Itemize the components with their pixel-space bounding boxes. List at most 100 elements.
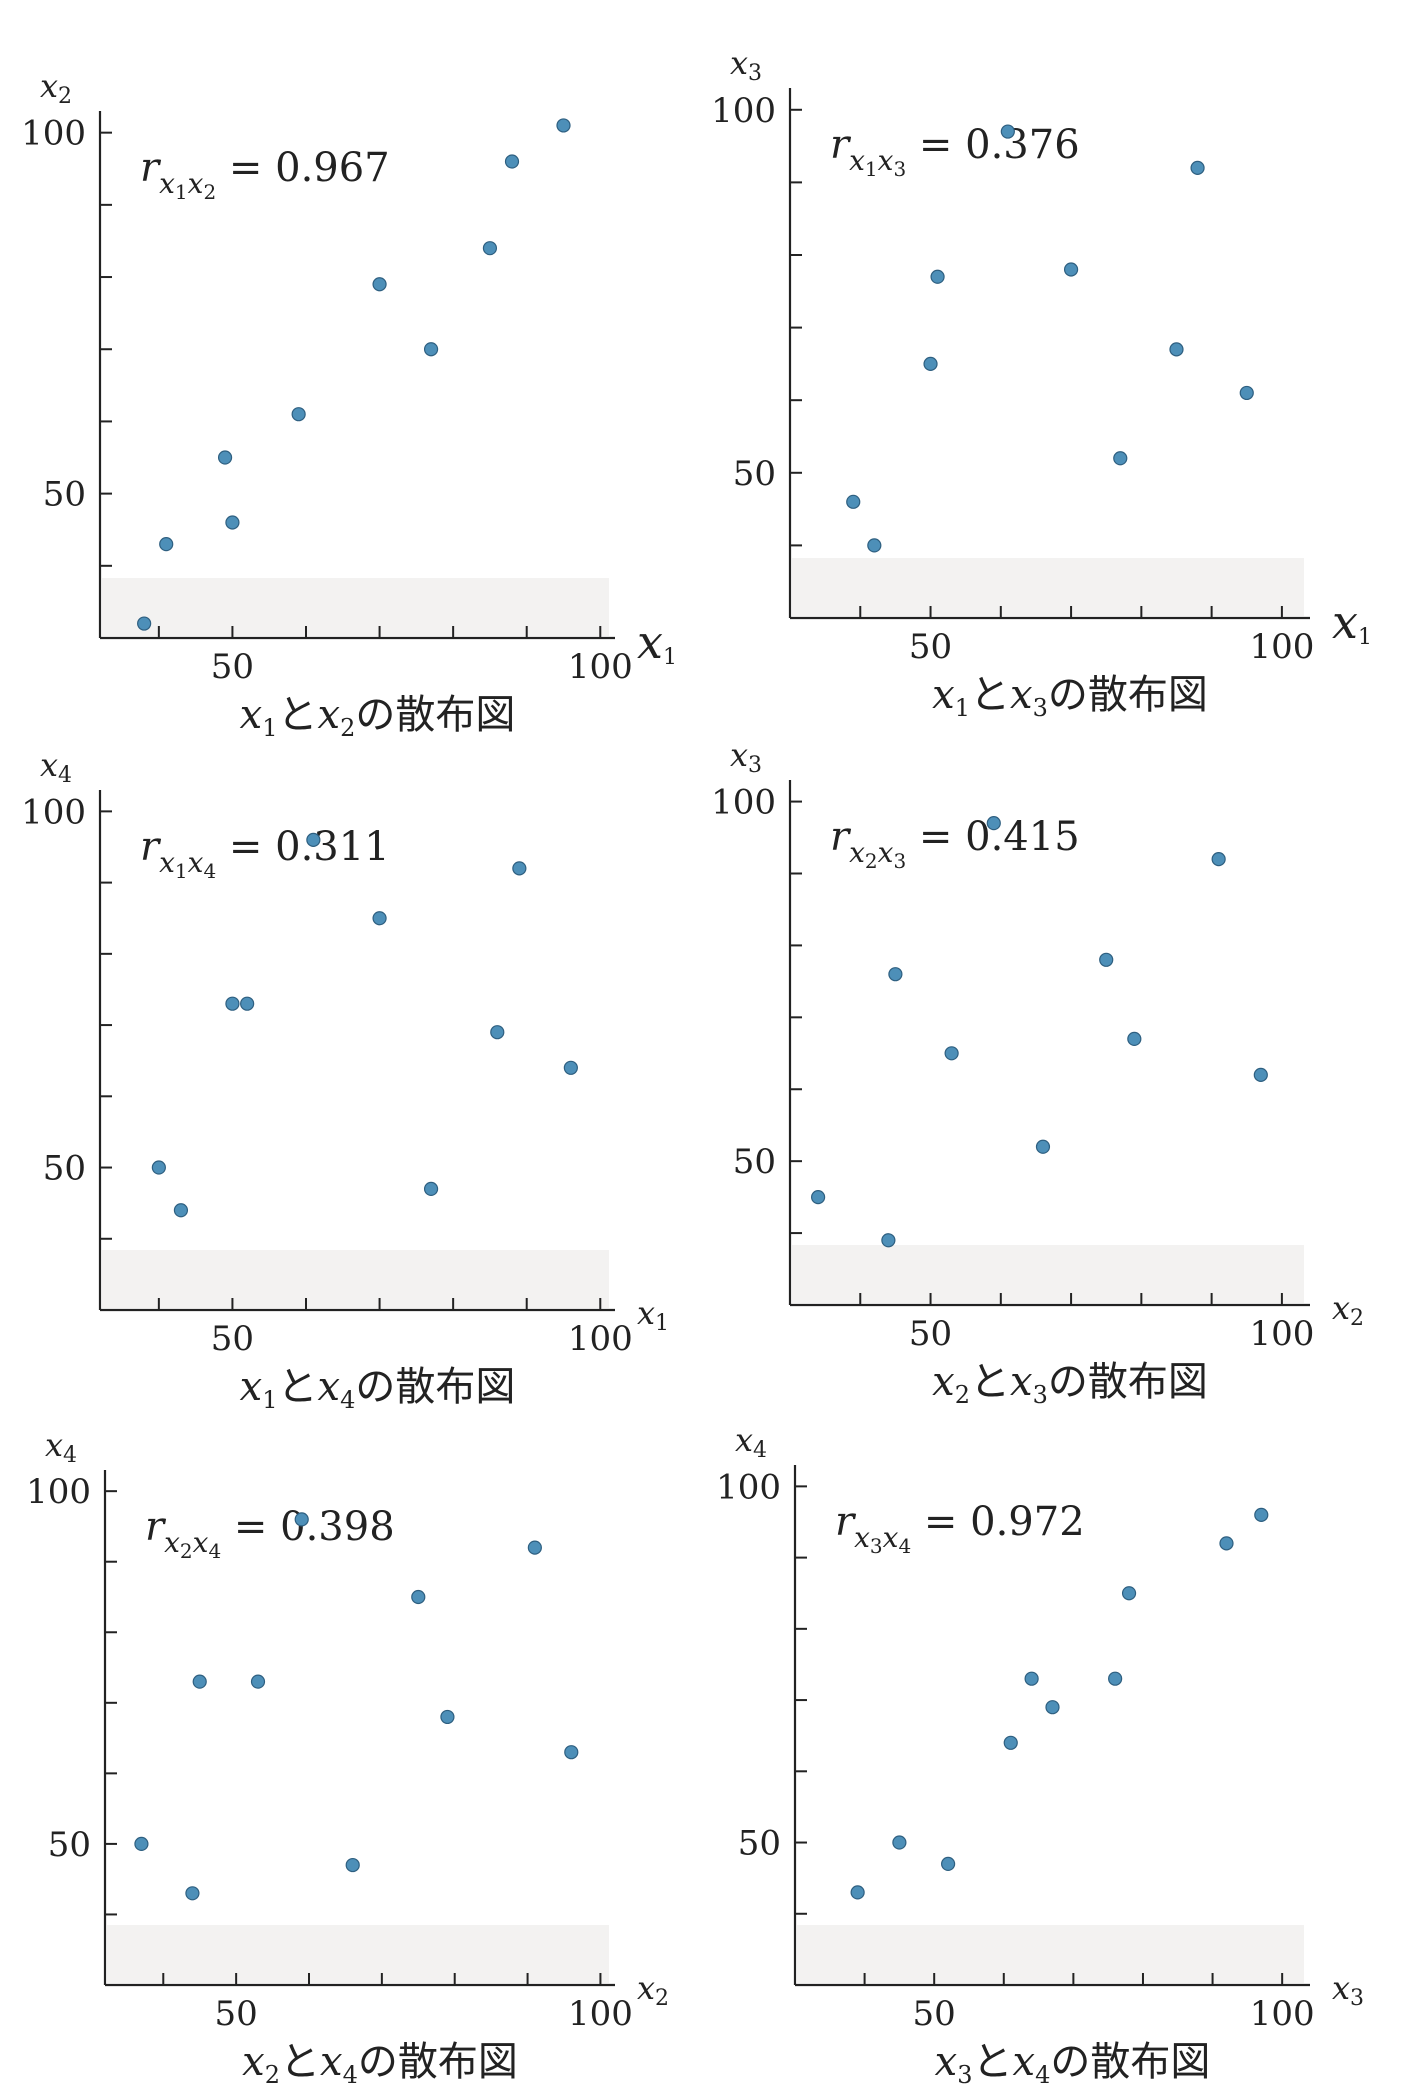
data-point <box>1253 1067 1268 1082</box>
panel-shading <box>107 1925 609 1983</box>
data-point <box>930 269 945 284</box>
data-point <box>423 1181 439 1197</box>
x-axis-label: x1 <box>637 615 677 670</box>
data-point <box>1169 342 1184 357</box>
data-point <box>1108 1671 1123 1686</box>
x-tick-label: 50 <box>215 1994 258 2034</box>
data-point <box>504 154 520 169</box>
data-point <box>482 241 498 256</box>
chart-caption: x1とx2の散布図 <box>240 692 516 742</box>
panel-shading <box>102 578 609 636</box>
data-point <box>941 1856 956 1872</box>
data-point <box>1099 952 1114 967</box>
x-tick-label: 100 <box>1250 1994 1315 2034</box>
data-point <box>527 1540 542 1555</box>
data-point <box>850 1885 865 1900</box>
x-tick-label: 50 <box>909 627 952 667</box>
y-tick-label: 50 <box>43 475 86 515</box>
data-point <box>556 118 571 133</box>
data-point <box>1219 1536 1234 1551</box>
data-point <box>250 1674 266 1689</box>
data-point <box>1024 1671 1039 1686</box>
data-point <box>1003 1735 1018 1750</box>
correlation-label: rx2x4 = 0.398 <box>145 1504 395 1563</box>
data-point <box>345 1857 360 1873</box>
chart-caption: x1とx4の散布図 <box>240 1364 516 1414</box>
data-point <box>134 1836 149 1852</box>
x-tick-label: 50 <box>913 1994 956 2034</box>
data-point <box>225 515 240 530</box>
data-point <box>1190 160 1205 175</box>
y-tick-label: 100 <box>21 792 86 832</box>
data-point <box>372 277 387 292</box>
data-point <box>1035 1139 1051 1154</box>
data-point <box>423 342 439 357</box>
data-point <box>811 1190 826 1205</box>
data-point <box>1254 1507 1269 1522</box>
correlation-label: rx1x3 = 0.376 <box>830 122 1080 181</box>
data-point <box>563 1060 578 1075</box>
chart-caption: x2とx4の散布図 <box>242 2039 518 2089</box>
y-tick-label: 100 <box>716 1467 781 1507</box>
x-tick-label: 100 <box>568 647 633 687</box>
y-axis-label: x2 <box>40 67 72 109</box>
x-axis-label: x1 <box>1332 595 1372 650</box>
data-point <box>1239 385 1254 401</box>
data-point <box>151 1160 166 1175</box>
y-axis-label: x4 <box>40 746 72 788</box>
data-point <box>512 861 527 876</box>
data-point <box>1127 1031 1142 1047</box>
x-tick-label: 100 <box>1249 627 1314 667</box>
data-point <box>240 996 255 1011</box>
panel-shading <box>797 1925 1304 1983</box>
data-point <box>411 1589 426 1605</box>
y-tick-label: 100 <box>711 91 776 131</box>
data-point <box>867 538 882 553</box>
data-point <box>944 1046 959 1061</box>
data-point <box>846 494 861 509</box>
scatter-panel-4: 50 100 50 100 x3 x2 rx2x3 = 0.415 x2とx3の散布図 <box>711 736 1364 1409</box>
data-point <box>564 1745 579 1760</box>
x-tick-label: 50 <box>211 1319 254 1359</box>
y-axis-label: x3 <box>730 44 762 86</box>
data-point <box>1113 451 1128 466</box>
data-point <box>923 356 938 371</box>
data-point <box>291 407 306 422</box>
data-point <box>986 816 1001 831</box>
scatter-panel-1: 50 100 50 100 x2 x1 rx1x2 = 0.967 x1とx2の散布図 <box>21 67 677 742</box>
scatter-panel-2: 50 100 50 100 x3 x1 rx1x3 = 0.376 x1とx3の散布図 <box>711 44 1372 722</box>
data-point <box>1063 262 1079 277</box>
y-axis-label: x4 <box>735 1421 767 1463</box>
x-tick-label: 100 <box>568 1319 633 1359</box>
y-tick-label: 100 <box>21 114 86 154</box>
panel-shading <box>102 1250 609 1308</box>
panel-shading <box>792 1245 1304 1303</box>
data-point <box>1000 124 1015 139</box>
x-axis-label: x2 <box>637 1969 669 2011</box>
correlation-label: rx1x2 = 0.967 <box>140 145 390 204</box>
data-point <box>372 911 387 926</box>
data-point <box>217 450 233 465</box>
chart-caption: x1とx3の散布図 <box>932 672 1208 722</box>
x-axis-label: x1 <box>637 1294 669 1336</box>
y-tick-label: 50 <box>43 1149 86 1189</box>
data-point <box>888 967 903 982</box>
data-point <box>185 1886 200 1901</box>
x-tick-label: 50 <box>211 647 254 687</box>
correlation-label: rx2x3 = 0.415 <box>830 814 1080 873</box>
y-tick-label: 50 <box>733 454 776 494</box>
data-point <box>159 537 174 552</box>
correlation-label: rx3x4 = 0.972 <box>835 1499 1085 1558</box>
y-axis-label: x3 <box>730 736 762 778</box>
panel-shading <box>792 558 1304 616</box>
data-point <box>306 832 321 847</box>
data-point <box>490 1025 505 1040</box>
data-point <box>294 1512 309 1527</box>
y-tick-label: 50 <box>48 1825 91 1865</box>
x-axis-label: x3 <box>1332 1969 1364 2011</box>
data-point <box>192 1674 207 1689</box>
data-point <box>440 1709 455 1725</box>
x-tick-label: 50 <box>909 1314 952 1354</box>
